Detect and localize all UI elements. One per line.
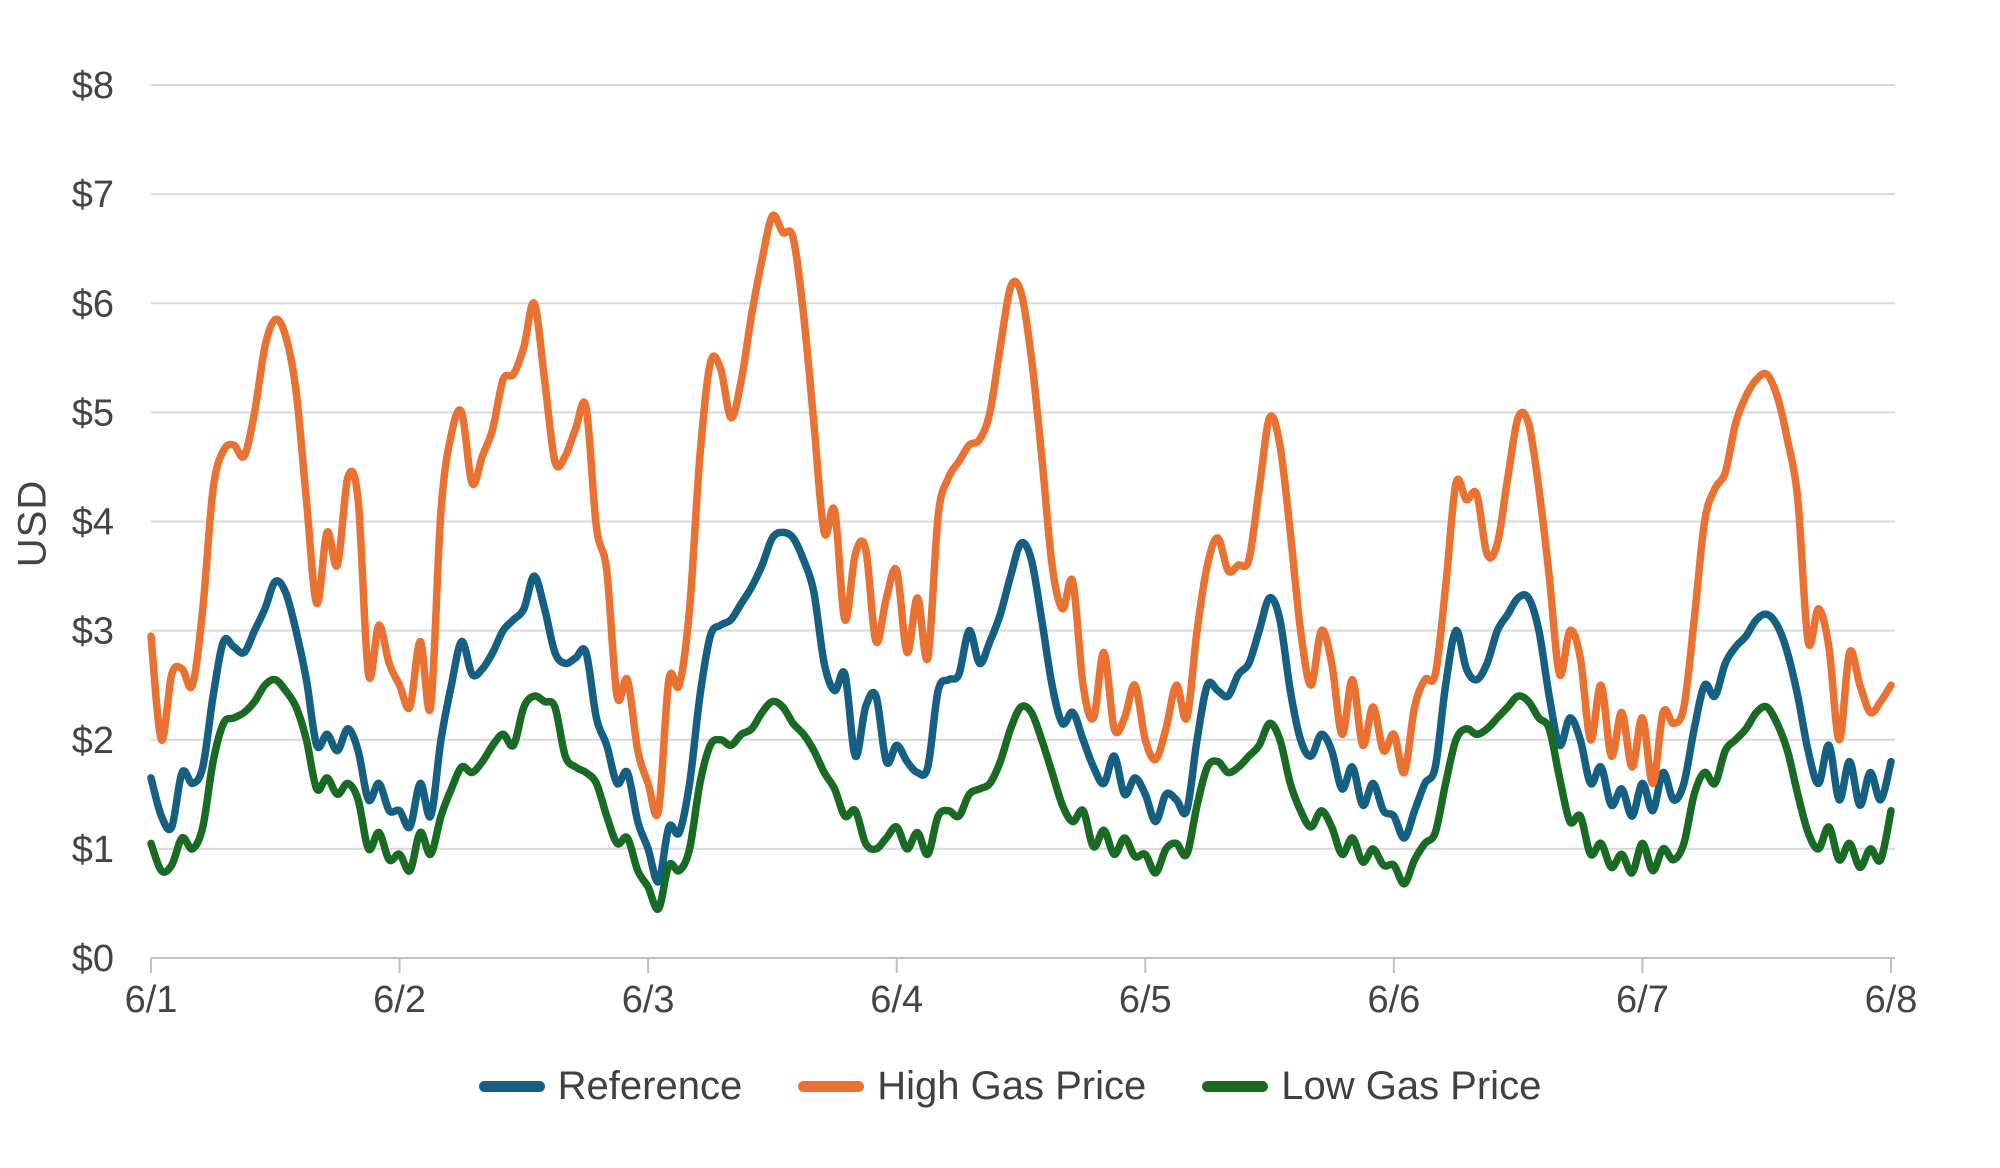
y-tick-label: $2 bbox=[72, 720, 114, 762]
legend-item-high-gas-price: High Gas Price bbox=[798, 1064, 1146, 1109]
series-line-high-gas-price bbox=[147, 211, 1895, 819]
x-tick-label: 6/5 bbox=[1119, 979, 1172, 1021]
y-tick-label: $8 bbox=[72, 65, 114, 107]
series-line-reference bbox=[147, 528, 1895, 886]
legend: Reference High Gas Price Low Gas Price bbox=[0, 1060, 2000, 1112]
y-tick-label: $4 bbox=[72, 502, 114, 544]
legend-label-low-gas-price: Low Gas Price bbox=[1281, 1063, 1542, 1108]
x-tick-label: 6/6 bbox=[1367, 979, 1420, 1021]
y-tick-label: $1 bbox=[72, 829, 114, 871]
x-tick-label: 6/3 bbox=[622, 979, 675, 1021]
low-gas-price-line-swatch-icon bbox=[1202, 1080, 1269, 1092]
x-tick-label: 6/2 bbox=[373, 979, 426, 1021]
legend-label-reference: Reference bbox=[557, 1063, 743, 1108]
y-tick-label: $5 bbox=[72, 392, 114, 434]
legend-label-high-gas-price: High Gas Price bbox=[877, 1063, 1147, 1108]
x-tick-label: 6/1 bbox=[125, 979, 178, 1021]
legend-item-low-gas-price: Low Gas Price bbox=[1202, 1064, 1541, 1109]
x-tick-label: 6/7 bbox=[1616, 979, 1669, 1021]
x-tick-label: 6/8 bbox=[1865, 979, 1918, 1021]
y-tick-label: $7 bbox=[72, 174, 114, 216]
y-tick-label: $0 bbox=[72, 938, 114, 980]
reference-line-swatch-icon bbox=[478, 1080, 545, 1092]
y-tick-label: $3 bbox=[72, 611, 114, 653]
series-line-low-gas-price bbox=[147, 675, 1895, 914]
high-gas-price-line-swatch-icon bbox=[798, 1080, 865, 1092]
y-tick-label: $6 bbox=[72, 283, 114, 325]
x-tick-label: 6/4 bbox=[870, 979, 923, 1021]
legend-item-reference: Reference bbox=[478, 1063, 743, 1109]
